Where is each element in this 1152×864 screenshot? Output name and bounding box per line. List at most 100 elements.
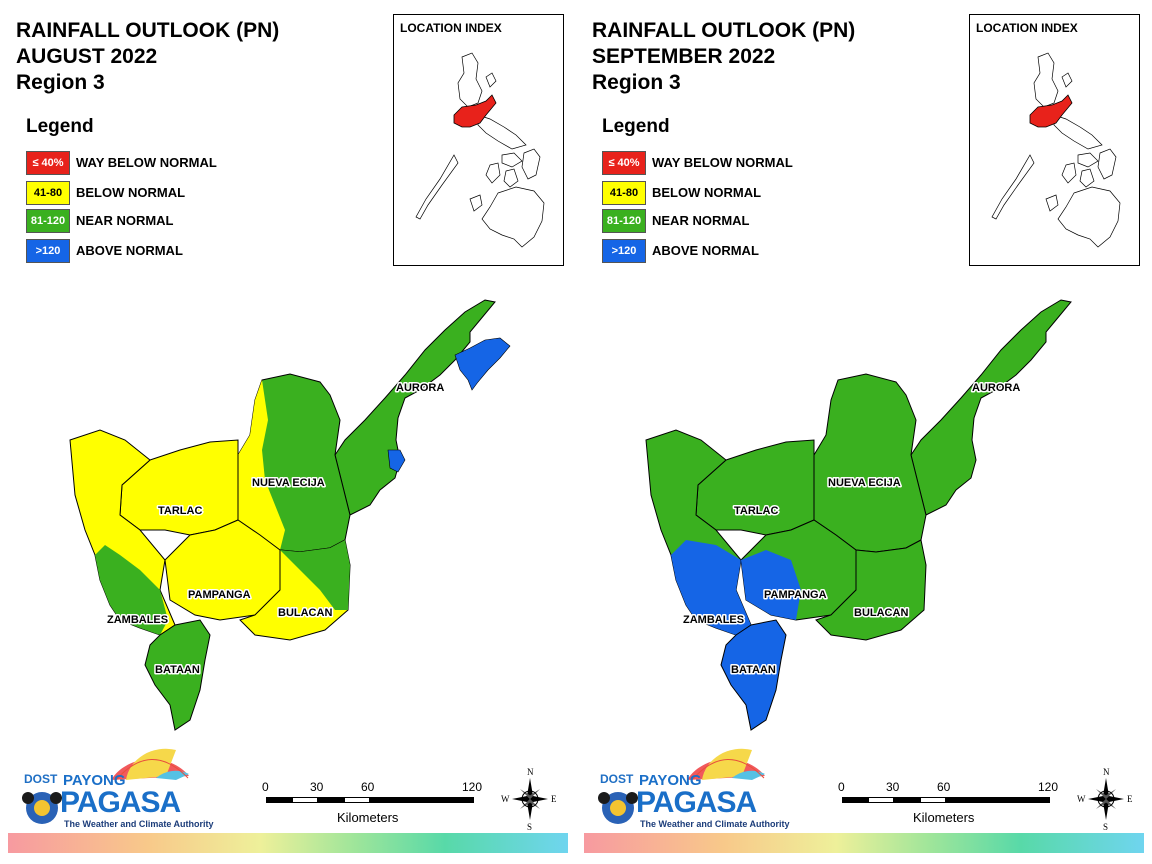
svg-text:BULACAN: BULACAN bbox=[854, 607, 908, 619]
legend-label: NEAR NORMAL bbox=[652, 213, 750, 228]
legend-label: WAY BELOW NORMAL bbox=[76, 155, 217, 170]
region-3-highlight bbox=[453, 94, 497, 128]
philippines-locator-map bbox=[991, 52, 1121, 248]
payong-pagasa-logo: DOST PAYONG PAGASA The Weather and Clima… bbox=[592, 740, 790, 832]
svg-text:AURORA: AURORA bbox=[396, 382, 444, 394]
nueva-ecija-below-normal bbox=[235, 380, 285, 550]
svg-text:BATAAN: BATAAN bbox=[731, 664, 776, 676]
label-bulacan: BULACAN bbox=[854, 607, 908, 619]
province-bataan bbox=[144, 619, 211, 731]
legend-label: ABOVE NORMAL bbox=[652, 243, 759, 258]
svg-text:ZAMBALES: ZAMBALES bbox=[683, 614, 744, 626]
svg-text:PAMPANGA: PAMPANGA bbox=[188, 589, 251, 601]
compass-n: N bbox=[1103, 767, 1110, 777]
legend-label: BELOW NORMAL bbox=[76, 185, 186, 200]
svg-text:NUEVA ECIJA: NUEVA ECIJA bbox=[252, 477, 325, 489]
scale-tick: 60 bbox=[361, 780, 375, 794]
title-line-1: RAINFALL OUTLOOK (PN) bbox=[592, 19, 856, 42]
province-nueva-ecija bbox=[810, 373, 927, 553]
umbrella-logo-icon bbox=[22, 748, 189, 824]
label-bulacan: BULACAN bbox=[278, 607, 332, 619]
logo-payong-text: PAYONG bbox=[639, 772, 702, 789]
footer-gradient-bar bbox=[8, 833, 568, 853]
legend-label: WAY BELOW NORMAL bbox=[652, 155, 793, 170]
north-arrow-compass: N S W E bbox=[500, 766, 560, 832]
north-arrow-compass: N S W E bbox=[1076, 766, 1136, 832]
compass-w: W bbox=[1077, 794, 1086, 804]
province-labels: AURORA AURORA NUEVA ECIJA NUEVA ECIJA TA… bbox=[106, 381, 446, 678]
scale-tick: 30 bbox=[886, 780, 900, 794]
zambales-above-normal bbox=[671, 540, 751, 635]
legend-swatch: ≤ 40% bbox=[602, 151, 646, 175]
location-index-inset: LOCATION INDEX bbox=[969, 14, 1140, 266]
province-bataan bbox=[720, 619, 787, 731]
title-line-2: AUGUST 2022 bbox=[16, 45, 158, 68]
region-3-highlight bbox=[1029, 94, 1073, 128]
svg-text:AURORA: AURORA bbox=[972, 382, 1020, 394]
province-aurora bbox=[910, 299, 1072, 516]
label-tarlac: TARLAC bbox=[158, 505, 202, 517]
logo-tagline: The Weather and Climate Authority bbox=[64, 819, 214, 829]
title-line-3: Region 3 bbox=[592, 71, 681, 94]
legend-swatch: 81-120 bbox=[26, 209, 70, 233]
aurora-dingalan-above-normal bbox=[387, 449, 406, 473]
label-bataan: BATAAN bbox=[731, 664, 776, 676]
location-index-inset: LOCATION INDEX bbox=[393, 14, 564, 266]
map-title: RAINFALL OUTLOOK (PN) AUGUST 2022 Region… bbox=[16, 18, 279, 96]
bulacan-near-normal bbox=[280, 540, 350, 610]
legend-swatch: 41-80 bbox=[26, 181, 70, 205]
location-index-title: LOCATION INDEX bbox=[400, 21, 502, 35]
compass-s: S bbox=[1103, 822, 1108, 832]
scale-tick: 0 bbox=[262, 780, 269, 794]
outlook-panel-august: RAINFALL OUTLOOK (PN) AUGUST 2022 Region… bbox=[8, 14, 568, 853]
compass-e: E bbox=[551, 794, 557, 804]
label-aurora: AURORA bbox=[396, 382, 444, 394]
legend-label: NEAR NORMAL bbox=[76, 213, 174, 228]
svg-text:NUEVA ECIJA: NUEVA ECIJA bbox=[828, 477, 901, 489]
logo-dost-text: DOST bbox=[600, 772, 634, 786]
legend-swatch: >120 bbox=[602, 239, 646, 263]
legend-title: Legend bbox=[26, 116, 94, 137]
province-aurora bbox=[334, 299, 496, 516]
label-bataan: BATAAN bbox=[155, 664, 200, 676]
svg-text:ZAMBALES: ZAMBALES bbox=[107, 614, 168, 626]
logo-payong-text: PAYONG bbox=[63, 772, 126, 789]
province-bulacan bbox=[815, 539, 927, 641]
legend-swatch: 41-80 bbox=[602, 181, 646, 205]
compass-rose-icon: N S W E bbox=[1077, 767, 1133, 832]
svg-text:PAMPANGA: PAMPANGA bbox=[764, 589, 827, 601]
scale-unit-label: Kilometers bbox=[913, 810, 975, 825]
scale-tick: 120 bbox=[462, 780, 483, 794]
payong-pagasa-logo: DOST PAYONG PAGASA The Weather and Clima… bbox=[16, 740, 214, 832]
scale-bar: 0 30 60 120 Kilometers bbox=[262, 778, 492, 828]
outlook-panel-september: RAINFALL OUTLOOK (PN) SEPTEMBER 2022 Reg… bbox=[576, 0, 1152, 864]
province-labels: AURORA AURORA NUEVA ECIJA NUEVA ECIJA TA… bbox=[682, 381, 1022, 678]
legend-title: Legend bbox=[602, 116, 670, 137]
scale-tick: 60 bbox=[937, 780, 951, 794]
legend-swatch: ≤ 40% bbox=[26, 151, 70, 175]
philippines-locator-map bbox=[415, 52, 545, 248]
svg-text:TARLAC: TARLAC bbox=[734, 505, 778, 517]
scale-tick: 120 bbox=[1038, 780, 1059, 794]
title-line-1: RAINFALL OUTLOOK (PN) bbox=[16, 19, 280, 42]
logo-pagasa-text: PAGASA bbox=[636, 786, 757, 819]
scale-tick: 0 bbox=[838, 780, 845, 794]
location-index-title: LOCATION INDEX bbox=[976, 21, 1078, 35]
compass-s: S bbox=[527, 822, 532, 832]
label-aurora: AURORA bbox=[972, 382, 1020, 394]
title-line-3: Region 3 bbox=[16, 71, 105, 94]
label-pampanga: PAMPANGA bbox=[764, 589, 827, 601]
map-title: RAINFALL OUTLOOK (PN) SEPTEMBER 2022 Reg… bbox=[592, 18, 855, 96]
legend-swatch: >120 bbox=[26, 239, 70, 263]
pampanga-above-normal bbox=[741, 550, 801, 620]
svg-text:BULACAN: BULACAN bbox=[278, 607, 332, 619]
label-nueva-ecija: NUEVA ECIJA bbox=[828, 477, 901, 489]
label-pampanga: PAMPANGA bbox=[188, 589, 251, 601]
umbrella-logo-icon bbox=[598, 748, 765, 824]
scale-unit-label: Kilometers bbox=[337, 810, 399, 825]
legend-label: ABOVE NORMAL bbox=[76, 243, 183, 258]
zambales-near-normal bbox=[95, 545, 168, 635]
label-zambales: ZAMBALES bbox=[107, 614, 168, 626]
scale-tick: 30 bbox=[310, 780, 324, 794]
aurora-coast-above-normal bbox=[454, 337, 511, 391]
